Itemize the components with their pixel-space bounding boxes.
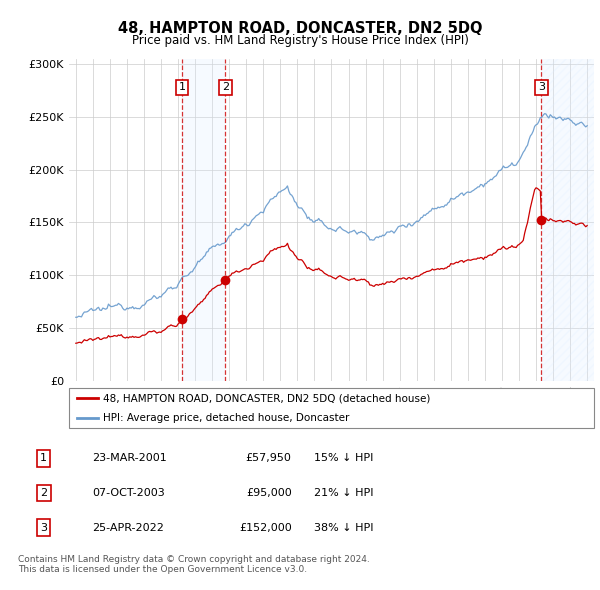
Text: 25-APR-2022: 25-APR-2022 [92, 523, 164, 533]
Text: 3: 3 [40, 523, 47, 533]
Text: 2: 2 [222, 83, 229, 93]
Text: Price paid vs. HM Land Registry's House Price Index (HPI): Price paid vs. HM Land Registry's House … [131, 34, 469, 47]
Text: 48, HAMPTON ROAD, DONCASTER, DN2 5DQ (detached house): 48, HAMPTON ROAD, DONCASTER, DN2 5DQ (de… [103, 394, 431, 404]
Text: 48, HAMPTON ROAD, DONCASTER, DN2 5DQ: 48, HAMPTON ROAD, DONCASTER, DN2 5DQ [118, 21, 482, 35]
Text: 15% ↓ HPI: 15% ↓ HPI [314, 453, 374, 463]
Text: 1: 1 [178, 83, 185, 93]
Bar [182, 59, 226, 381]
FancyBboxPatch shape [69, 388, 594, 428]
Bar [541, 59, 596, 381]
Text: HPI: Average price, detached house, Doncaster: HPI: Average price, detached house, Donc… [103, 413, 349, 422]
Text: 21% ↓ HPI: 21% ↓ HPI [314, 488, 374, 498]
Text: Contains HM Land Registry data © Crown copyright and database right 2024.
This d: Contains HM Land Registry data © Crown c… [18, 555, 370, 574]
Text: £57,950: £57,950 [246, 453, 292, 463]
Text: 2: 2 [40, 488, 47, 498]
Text: 1: 1 [40, 453, 47, 463]
Text: 3: 3 [538, 83, 545, 93]
Text: £152,000: £152,000 [239, 523, 292, 533]
Text: 23-MAR-2001: 23-MAR-2001 [92, 453, 167, 463]
Text: £95,000: £95,000 [246, 488, 292, 498]
Text: 07-OCT-2003: 07-OCT-2003 [92, 488, 165, 498]
Text: 38% ↓ HPI: 38% ↓ HPI [314, 523, 374, 533]
